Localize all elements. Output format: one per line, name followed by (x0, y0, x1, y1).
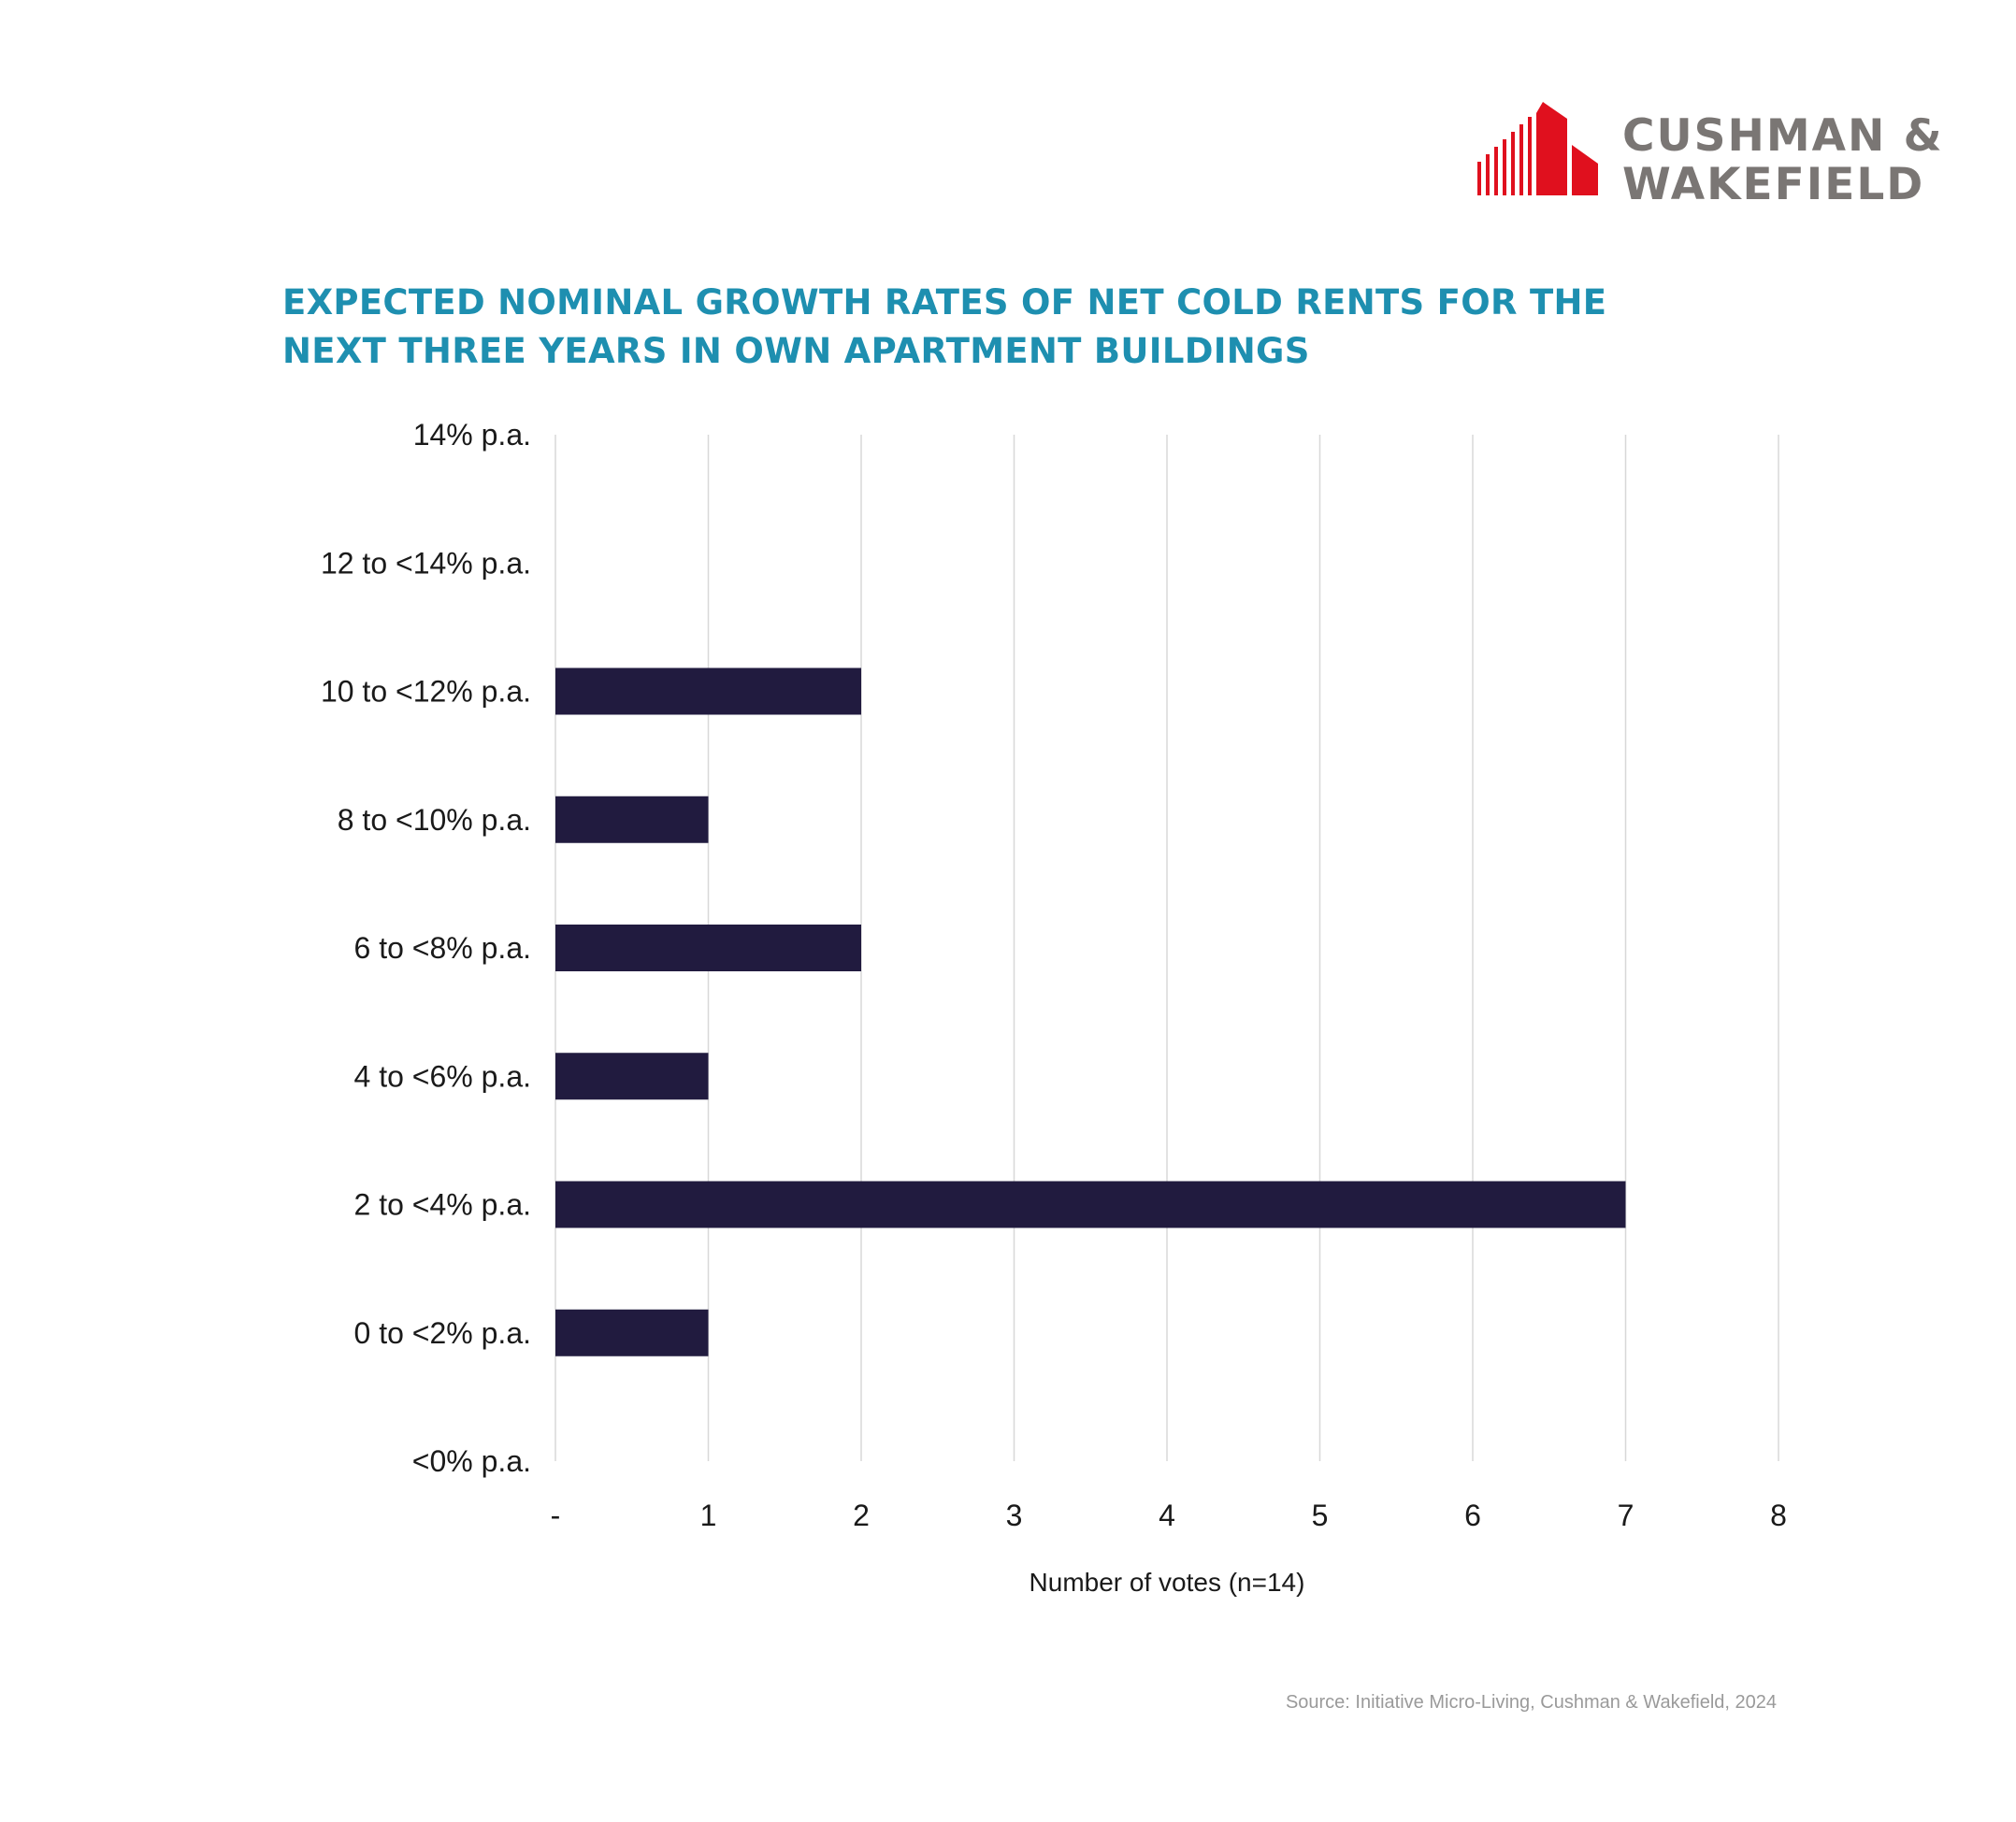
category-label: <0% p.a. (412, 1444, 531, 1478)
chart-title: EXPECTED NOMINAL GROWTH RATES OF NET COL… (282, 279, 1732, 376)
source-note: Source: Initiative Micro-Living, Cushman… (1285, 1692, 1777, 1713)
x-tick-label: 8 (1770, 1499, 1787, 1532)
x-tick-label: 3 (1006, 1499, 1023, 1532)
logo-line-2: WAKEFIELD (1622, 159, 1925, 210)
bar (555, 1053, 709, 1100)
bars (555, 667, 1626, 1356)
gridlines (554, 435, 1779, 1461)
category-label: 6 to <8% p.a. (354, 931, 531, 965)
logo-wordmark: CUSHMAN & WAKEFIELD (1622, 112, 1944, 209)
bar (555, 1181, 1626, 1228)
x-tick-label: - (551, 1499, 561, 1532)
bar (555, 925, 861, 971)
x-tick-label: 1 (700, 1499, 717, 1532)
category-label: 0 to <2% p.a. (354, 1316, 531, 1350)
bar (555, 796, 709, 843)
x-tick-label: 7 (1618, 1499, 1634, 1532)
x-tick-label: 6 (1464, 1499, 1481, 1532)
category-label: 8 to <10% p.a. (338, 803, 531, 837)
chart-title-line-2: NEXT THREE YEARS IN OWN APARTMENT BUILDI… (282, 331, 1310, 371)
bar (555, 1309, 709, 1356)
logo-building-icon (1477, 102, 1598, 195)
x-axis-label: Number of votes (n=14) (1030, 1568, 1305, 1597)
x-tick-labels: - 1 2 3 4 5 6 7 8 (551, 1499, 1787, 1532)
logo-line-1: CUSHMAN & (1622, 110, 1944, 162)
category-labels: 14% p.a. 12 to <14% p.a. 10 to <12% p.a. 8 … (321, 418, 531, 1478)
x-tick-label: 2 (853, 1499, 870, 1532)
category-label: 4 to <6% p.a. (354, 1059, 531, 1093)
x-tick-label: 5 (1312, 1499, 1329, 1532)
category-label: 14% p.a. (413, 418, 531, 452)
chart-title-line-1: EXPECTED NOMINAL GROWTH RATES OF NET COL… (282, 282, 1607, 323)
bar (555, 667, 861, 715)
category-label: 10 to <12% p.a. (321, 675, 531, 709)
category-label: 2 to <4% p.a. (354, 1188, 531, 1222)
x-tick-label: 4 (1159, 1499, 1175, 1532)
cushman-wakefield-logo (1477, 102, 1598, 195)
category-label: 12 to <14% p.a. (321, 546, 531, 580)
